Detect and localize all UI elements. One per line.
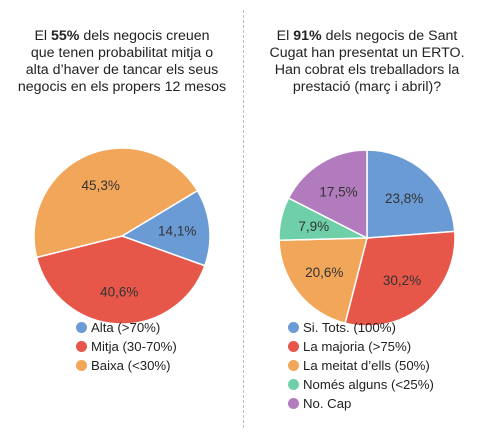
chart-title-right: El 91% dels negocis de Sant Cugat han pr… — [269, 28, 465, 95]
legend-label-left-1: Mitja (30-70%) — [91, 339, 177, 354]
legend-label-right-1: La majoria (>75%) — [303, 339, 412, 354]
pie-chart-left: 14,1% 40,6% 45,3% — [33, 147, 211, 325]
legend-label-left-0: Alta (>70%) — [91, 320, 161, 335]
legend-swatch-right-0 — [288, 322, 299, 333]
legend-swatch-left-1 — [76, 341, 87, 352]
slice-value-label-right-1: 30,2% — [383, 273, 421, 288]
pie-slice-left-0 — [120, 189, 211, 267]
legend-item-left-1: Mitja (30-70%) — [76, 337, 177, 356]
pie-slice-right-0 — [366, 149, 456, 239]
legend-right: Si. Tots. (100%) La majoria (>75%) La meit… — [288, 318, 434, 413]
legend-item-right-3: Només alguns (<25%) — [288, 375, 434, 394]
legend-label-right-0: Si. Tots. (100%) — [303, 320, 396, 335]
pie-chart-right: 23,8% 30,2% 20,6% 7,9% 17,5% — [278, 149, 456, 327]
pie-slice-right-1 — [344, 230, 456, 327]
legend-item-right-0: Si. Tots. (100%) — [288, 318, 434, 337]
slice-value-label-right-2: 20,6% — [305, 265, 343, 280]
chart-title-left: El 55% dels negocis creuen que tenen pro… — [17, 28, 227, 95]
legend-item-right-2: La meitat d’ells (50%) — [288, 356, 434, 375]
legend-item-right-1: La majoria (>75%) — [288, 337, 434, 356]
slice-value-label-left-1: 40,6% — [100, 284, 138, 299]
legend-swatch-right-1 — [288, 341, 299, 352]
pie-slice-left-1 — [35, 235, 206, 325]
legend-label-right-4: No. Cap — [303, 396, 352, 411]
legend-swatch-right-2 — [288, 360, 299, 371]
legend-item-left-0: Alta (>70%) — [76, 318, 177, 337]
legend-swatch-right-3 — [288, 379, 299, 390]
legend-swatch-left-0 — [76, 322, 87, 333]
slice-value-label-right-0: 23,8% — [385, 191, 423, 206]
title-highlight-right: 91% — [293, 28, 322, 44]
pie-slice-right-2 — [278, 237, 368, 325]
pie-slice-right-4 — [287, 149, 368, 240]
slice-value-label-right-3: 7,9% — [298, 219, 329, 234]
slice-value-label-left-2: 45,3% — [82, 178, 120, 193]
legend-swatch-right-4 — [288, 398, 299, 409]
legend-swatch-left-2 — [76, 360, 87, 371]
legend-label-left-2: Baixa (<30%) — [91, 358, 171, 373]
legend-item-right-4: No. Cap — [288, 394, 434, 413]
legend-label-right-2: La meitat d’ells (50%) — [303, 358, 430, 373]
title-highlight-left: 55% — [51, 28, 80, 44]
legend-label-right-3: Només alguns (<25%) — [303, 377, 434, 392]
legend-left: Alta (>70%) Mitja (30-70%) Baixa (<30%) — [76, 318, 177, 375]
legend-item-left-2: Baixa (<30%) — [76, 356, 177, 375]
chart-panel-left: El 55% dels negocis creuen que tenen pro… — [0, 0, 244, 435]
slice-value-label-right-4: 17,5% — [319, 185, 357, 200]
pie-slice-left-2 — [33, 147, 199, 259]
panel-divider — [243, 10, 244, 428]
chart-panel-right: El 91% dels negocis de Sant Cugat han pr… — [245, 0, 489, 435]
slice-value-label-left-0: 14,1% — [158, 224, 196, 239]
